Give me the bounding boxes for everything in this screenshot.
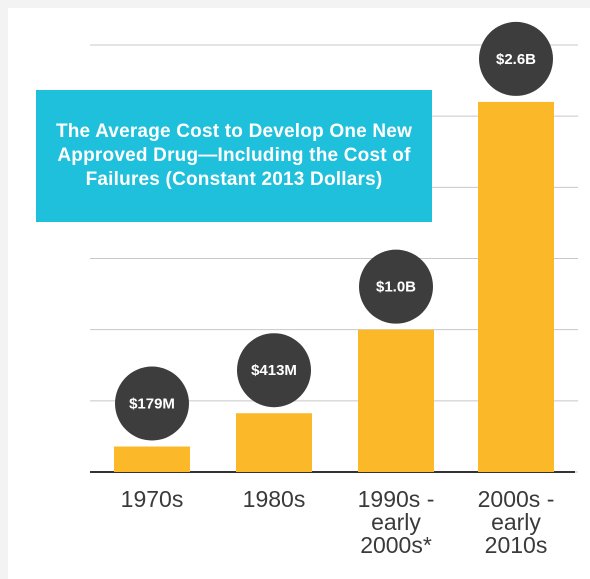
value-label: $413M: [251, 362, 297, 379]
bar: [236, 413, 312, 472]
value-label: $1.0B: [376, 279, 416, 296]
value-label-badge: [115, 366, 189, 441]
value-label: $2.6B: [496, 51, 536, 68]
value-label: $179M: [129, 395, 175, 412]
bar: [114, 446, 190, 472]
bar: [358, 329, 434, 472]
x-tick-label: 1990s - early 2000s*: [357, 486, 435, 558]
value-label-badge: [359, 249, 433, 324]
x-tick-label: 2000s - early 2010s: [477, 486, 555, 558]
bar: [478, 101, 554, 472]
value-label-badge: [237, 333, 311, 408]
x-tick-label: 1970s: [120, 486, 184, 512]
chart-title: The Average Cost to Develop One New Appr…: [36, 90, 432, 222]
x-tick-label: 1980s: [242, 486, 306, 512]
value-label-badge: [479, 21, 553, 96]
